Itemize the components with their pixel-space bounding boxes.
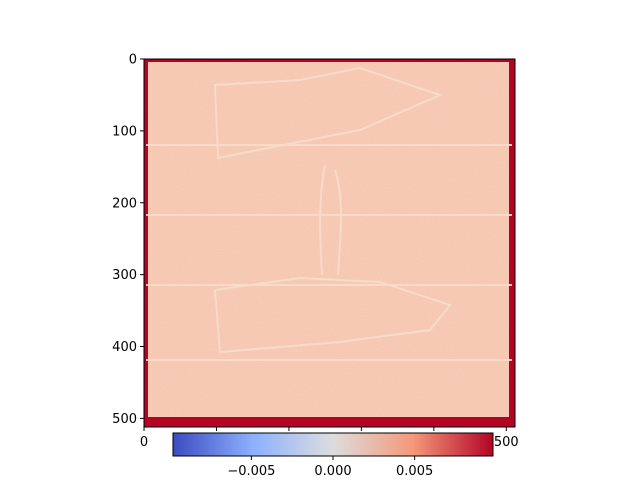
- y-axis: 0 100 200 300 400 500: [112, 53, 144, 427]
- colorbar-tick-label: −0.005: [227, 464, 275, 479]
- heatmap-texture: [148, 62, 509, 417]
- relief-bricks: [146, 144, 512, 361]
- y-tick-label: 500: [112, 412, 137, 427]
- colorbar: −0.005 0.000 0.005: [172, 432, 494, 479]
- x-tick-label: 500: [494, 435, 519, 450]
- y-tick-label: 0: [129, 53, 137, 68]
- y-tick-label: 400: [112, 340, 137, 355]
- colorbar-tick-label: 0.005: [396, 464, 433, 479]
- y-tick-label: 300: [112, 268, 137, 283]
- heatmap-relief: [146, 66, 512, 361]
- colorbar-ticks: −0.005 0.000 0.005: [227, 456, 433, 479]
- relief-lower-shoe: [213, 276, 452, 354]
- x-tick-label: 0: [140, 435, 148, 450]
- heatmap-image: [144, 59, 515, 427]
- relief-upper-shoe: [213, 66, 443, 160]
- colorbar-gradient: [172, 432, 494, 457]
- heatmap-frame: [143, 58, 516, 428]
- y-tick-label: 200: [112, 196, 137, 211]
- colorbar-tick-label: 0.000: [314, 464, 351, 479]
- relief-laces: [319, 164, 343, 276]
- y-tick-label: 100: [112, 124, 137, 139]
